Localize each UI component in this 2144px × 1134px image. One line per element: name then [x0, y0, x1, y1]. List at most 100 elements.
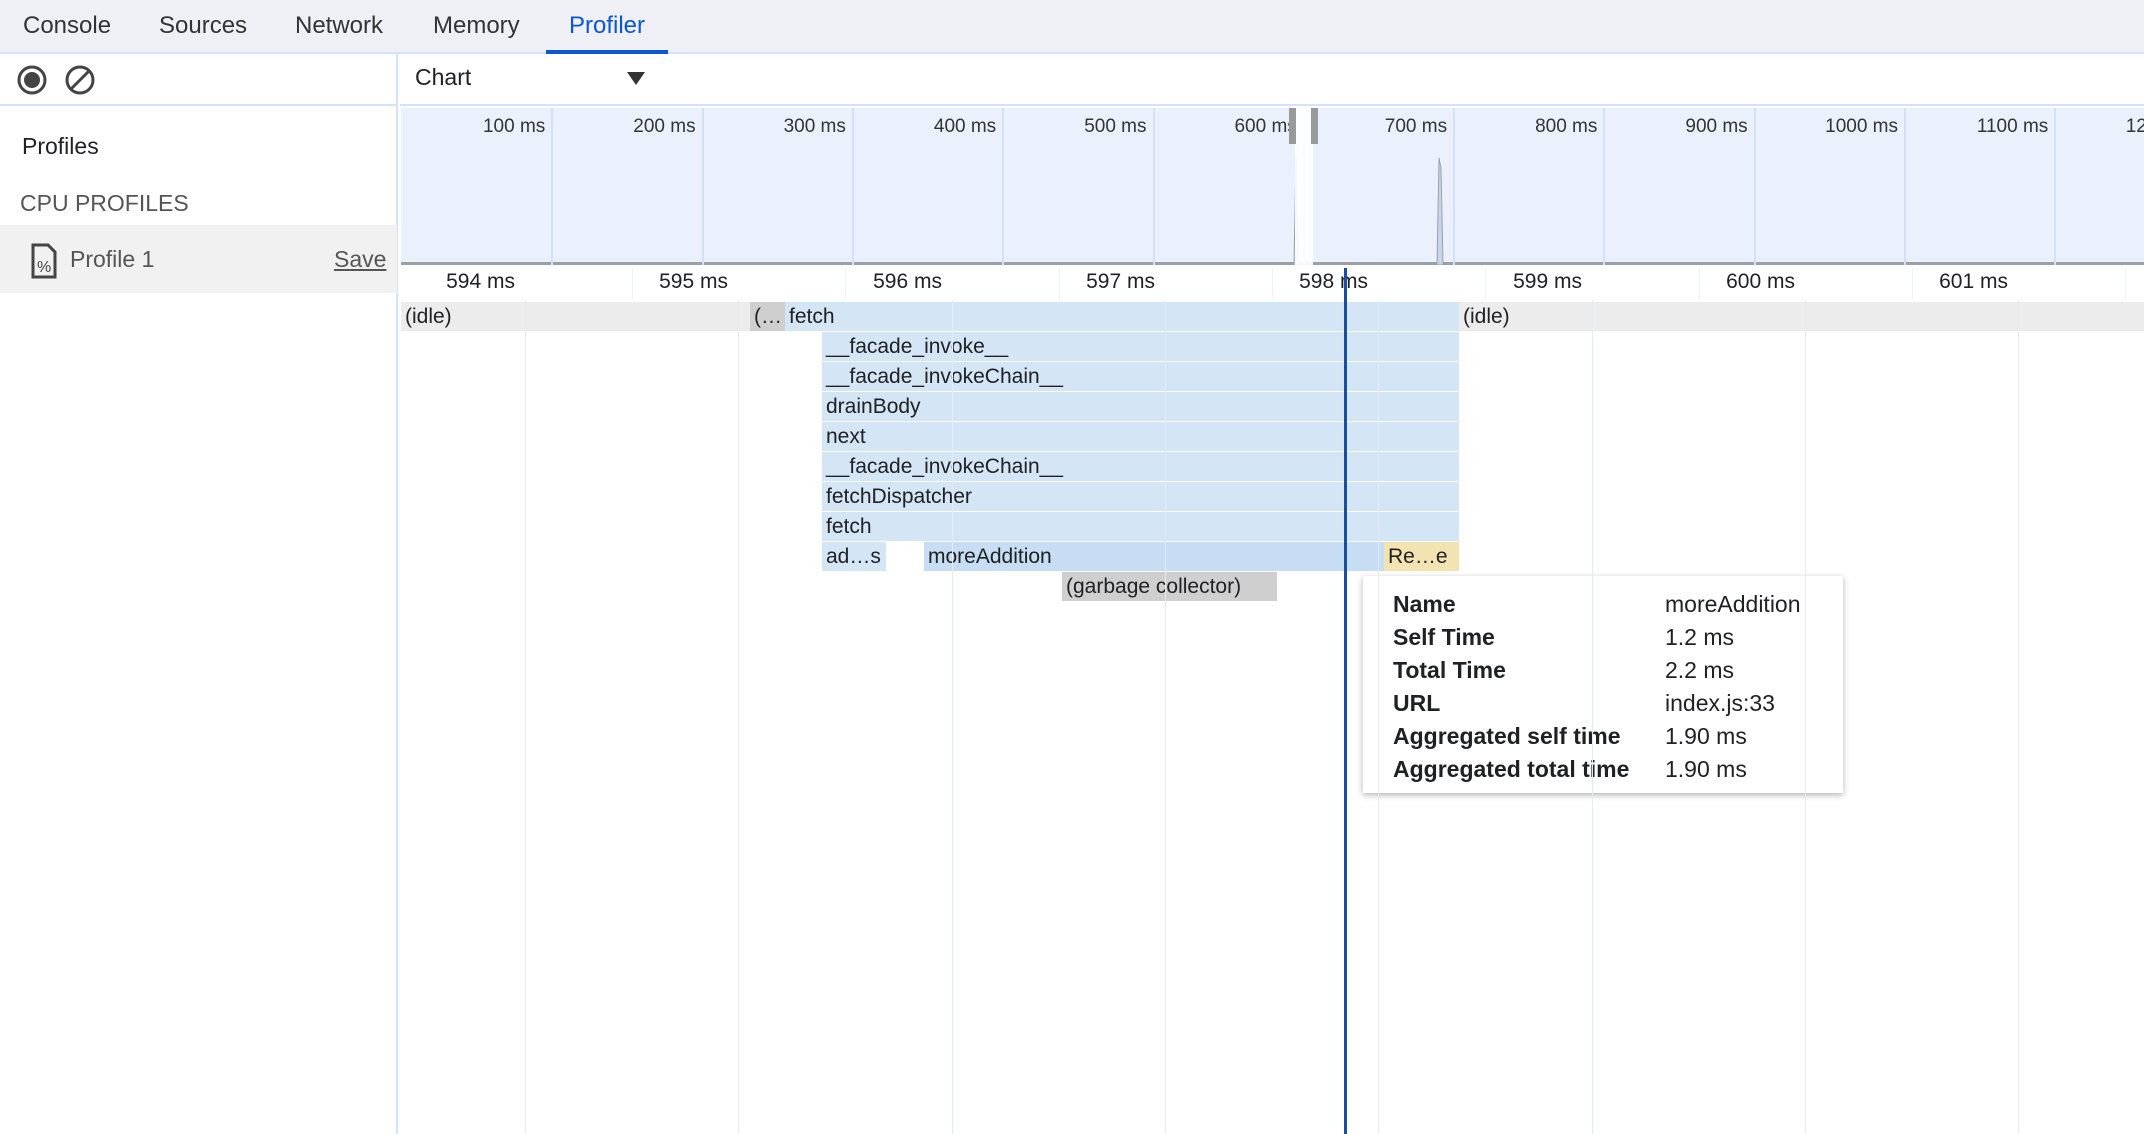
profiles-heading: Profiles — [22, 133, 99, 159]
overview-gridline — [551, 108, 554, 265]
overview-tick-label: 800 ms — [1535, 116, 1598, 137]
svg-text:%: % — [37, 259, 51, 276]
tab-network[interactable]: Network — [295, 12, 384, 39]
overview-gridline — [1603, 108, 1606, 265]
flame-bar-truncated[interactable]: (… — [750, 302, 785, 331]
overview-gridline — [701, 108, 704, 265]
flame-bar-fetch[interactable]: fetch — [785, 302, 1459, 331]
selection-handle-left[interactable] — [1289, 108, 1296, 144]
profile-name: Profile 1 — [70, 246, 155, 272]
overview-tick-label: 500 ms — [1084, 116, 1147, 137]
flame-bar[interactable]: fetch — [822, 512, 1459, 541]
tab-console[interactable]: Console — [23, 12, 112, 39]
tab-sources[interactable]: Sources — [159, 12, 248, 39]
ruler-gridline — [2124, 268, 2126, 300]
flame-bar[interactable]: __facade_invokeChain__ — [822, 452, 1459, 481]
ruler-tick-label: 599 ms — [1513, 270, 1582, 293]
record-icon[interactable] — [16, 64, 48, 96]
profiler-toolbar — [0, 54, 398, 106]
flame-bar[interactable]: __facade_invoke__ — [822, 332, 1459, 361]
flame-bar-garbage-collector[interactable]: (garbage collector) — [1062, 572, 1277, 601]
overview-tick-label: 700 ms — [1384, 116, 1448, 137]
overview-tick-label: 1100 ms — [1976, 116, 2049, 137]
ruler-gridline — [1271, 268, 1273, 300]
ruler-tick-label: 601 ms — [1939, 270, 2008, 293]
ruler-tick-label: 595 ms — [659, 270, 728, 293]
view-select[interactable]: Chart — [415, 64, 655, 96]
flame-gridline — [2018, 300, 2019, 1134]
view-toolbar: Chart — [400, 54, 2144, 106]
overview-gridline — [1152, 108, 1155, 265]
flame-bar-moreAddition[interactable]: moreAddition — [924, 542, 1384, 571]
tooltip-row: Aggregated total time 1.90 ms — [1393, 753, 1843, 786]
timeline-overview[interactable]: 100 ms 200 ms 300 ms 400 ms 500 ms 600 ms 700 … — [401, 108, 2144, 265]
time-ruler: 594 ms 595 ms 596 ms 597 ms 598 ms 599 ms 600 … — [401, 268, 2144, 300]
time-cursor-line — [1344, 268, 1347, 1134]
overview-gridline — [851, 108, 854, 265]
tooltip-row: Total Time 2.2 ms — [1393, 654, 1843, 687]
tooltip-key: Total Time — [1393, 657, 1506, 683]
flame-bar[interactable]: drainBody — [822, 392, 1459, 421]
overview-tick-label: 300 ms — [783, 116, 846, 137]
overview-tick-label: 100 ms — [482, 116, 546, 137]
flame-gridline — [1592, 300, 1593, 1134]
flame-gridline — [952, 300, 953, 1134]
tooltip-key: Aggregated self time — [1393, 723, 1621, 749]
save-profile-link[interactable]: Save — [334, 246, 387, 272]
tooltip-value: index.js:33 — [1665, 690, 1775, 716]
ruler-gridline — [1911, 268, 1913, 300]
tooltip-value: moreAddition — [1665, 591, 1801, 617]
tab-memory[interactable]: Memory — [433, 12, 520, 39]
overview-tick-label: 600 ms — [1234, 116, 1297, 137]
clear-icon[interactable] — [64, 64, 96, 96]
flame-bar[interactable]: Re…e — [1384, 542, 1459, 571]
flame-bar-idle[interactable]: (idle) — [401, 302, 750, 331]
overview-gridline — [2054, 108, 2057, 265]
tooltip-value: 1.2 ms — [1665, 624, 1735, 650]
flame-gridline — [1165, 300, 1166, 1134]
view-select-value: Chart — [415, 64, 472, 90]
ruler-tick-label: 594 ms — [446, 270, 515, 293]
tooltip-key: Name — [1393, 591, 1456, 617]
overview-gridline — [1453, 108, 1456, 265]
tab-profiler[interactable]: Profiler — [569, 12, 646, 39]
panel-tab-bar: Console Sources Network Memory Profiler — [0, 0, 2144, 54]
flame-tooltip: Name moreAddition Self Time 1.2 ms Total Tim… — [1363, 576, 1843, 793]
flame-gridline — [738, 300, 739, 1134]
ruler-gridline — [844, 268, 846, 300]
overview-gridline — [1002, 108, 1005, 265]
flame-bar-idle[interactable]: (idle) — [1459, 302, 2144, 331]
flame-bar[interactable]: ad…s — [822, 542, 886, 571]
ruler-gridline — [1484, 268, 1486, 300]
overview-selection-window[interactable] — [1295, 108, 1313, 265]
overview-gridline — [1904, 108, 1906, 265]
tooltip-value: 1.90 ms — [1665, 723, 1747, 749]
overview-tick-label: 1200 ms — [2125, 116, 2144, 137]
tooltip-row: Self Time 1.2 ms — [1393, 621, 1843, 654]
flame-bar[interactable]: __facade_invokeChain__ — [822, 362, 1459, 391]
flame-bar[interactable]: fetchDispatcher — [822, 482, 1459, 511]
tooltip-row: Name moreAddition — [1393, 588, 1843, 621]
tooltip-row: URL index.js:33 — [1393, 687, 1843, 720]
tooltip-value: 2.2 ms — [1665, 657, 1735, 683]
overview-tick-label: 1000 ms — [1825, 116, 1898, 137]
ruler-tick-label: 597 ms — [1086, 270, 1155, 293]
ruler-gridline — [1698, 268, 1700, 300]
overview-tick-label: 900 ms — [1685, 116, 1748, 137]
tooltip-row: Aggregated self time 1.90 ms — [1393, 720, 1843, 753]
ruler-tick-label: 596 ms — [873, 270, 942, 293]
flame-gridline — [1378, 300, 1379, 1134]
tooltip-key: URL — [1393, 690, 1441, 716]
active-tab-indicator — [546, 50, 668, 54]
selection-handle-right[interactable] — [1311, 108, 1318, 144]
flame-gridline — [1805, 300, 1806, 1134]
ruler-gridline — [631, 268, 633, 300]
flame-bar[interactable]: next — [822, 422, 1459, 451]
ruler-tick-label: 600 ms — [1726, 270, 1795, 293]
profile-file-icon: % — [31, 243, 57, 279]
profile-item[interactable]: % Profile 1 Save — [0, 225, 397, 293]
overview-gridline — [1753, 108, 1756, 265]
tooltip-key: Self Time — [1393, 624, 1495, 650]
overview-tick-label: 200 ms — [633, 116, 696, 137]
flame-gridline — [525, 300, 526, 1134]
